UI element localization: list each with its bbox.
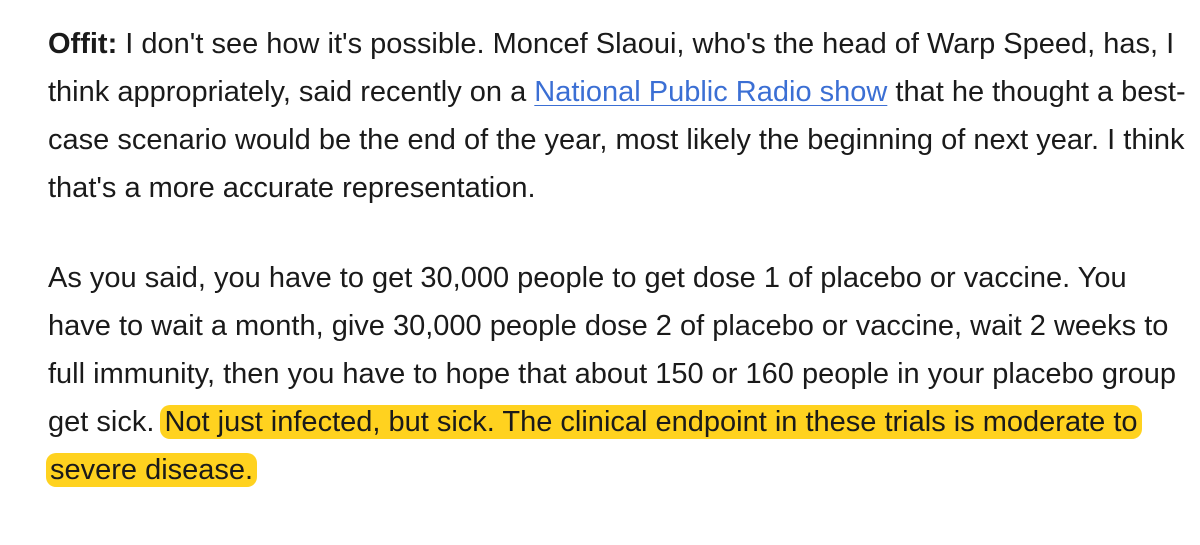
highlighted-text: Not just infected, but sick. The clinica… — [46, 405, 1142, 487]
paragraph-offit-answer: Offit: I don't see how it's possible. Mo… — [48, 20, 1188, 212]
paragraph-text: I don't see how it's possible. Moncef Sl… — [48, 28, 1175, 108]
paragraph-text: As you said, you have to get 30,000 peop… — [48, 262, 1177, 438]
speaker-label: Offit: — [48, 28, 118, 60]
paragraph-text-continued: that he thought a best-case scenario wou… — [48, 76, 1186, 204]
paragraph-trial-explanation: As you said, you have to get 30,000 peop… — [46, 254, 1188, 494]
npr-show-link[interactable]: National Public Radio show — [534, 76, 888, 108]
article-body: Offit: I don't see how it's possible. Mo… — [46, 20, 1188, 494]
